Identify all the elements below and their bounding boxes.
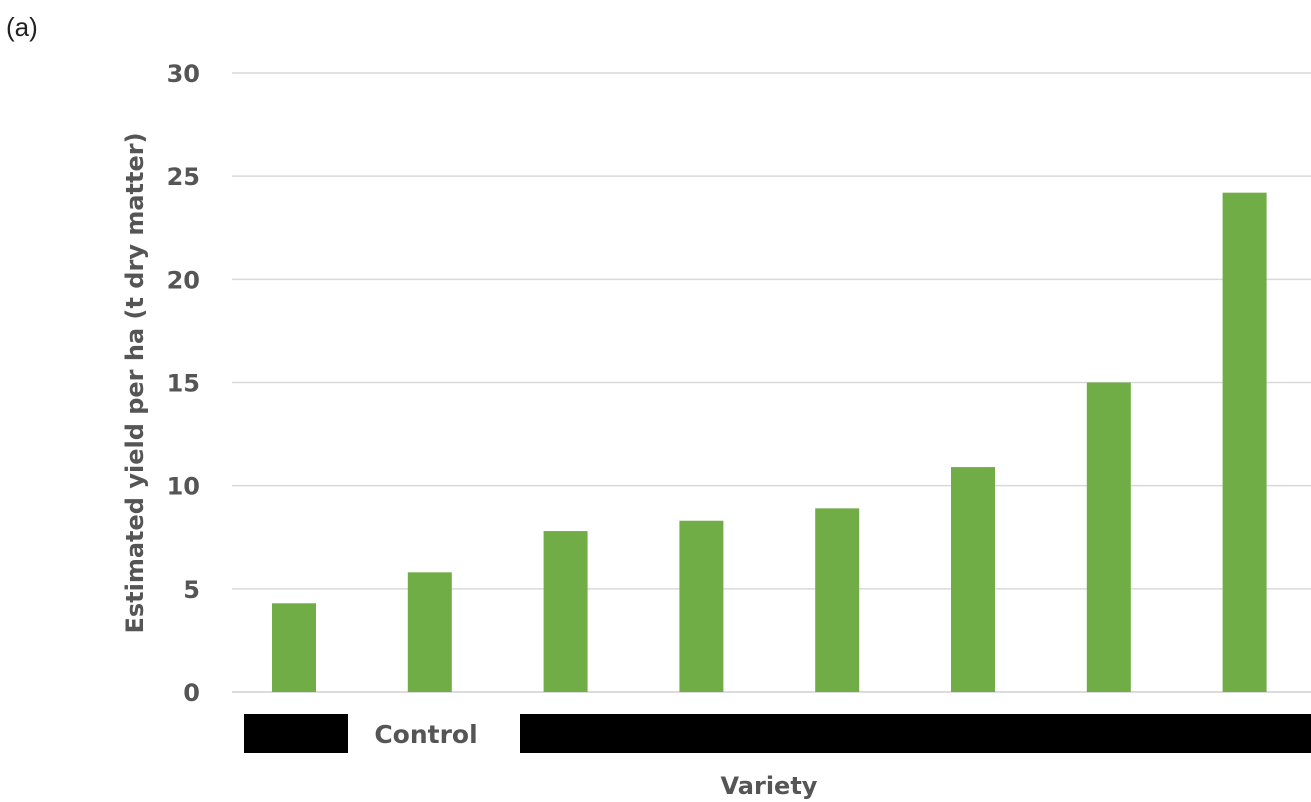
y-tick-label: 5 xyxy=(183,576,200,604)
y-axis-ticks: 0 5 10 15 20 25 30 xyxy=(167,60,200,707)
bar-2 xyxy=(407,572,452,692)
gridlines xyxy=(232,72,1311,693)
bar-1 xyxy=(272,603,316,692)
y-tick-label: 20 xyxy=(167,266,200,294)
bar-6 xyxy=(951,467,995,692)
y-axis-title: Estimated yield per ha (t dry matter) xyxy=(121,132,149,633)
x-axis-title: Variety xyxy=(721,772,818,800)
panel-label: (a) xyxy=(6,12,38,42)
category-label-control: Control xyxy=(374,720,477,749)
y-tick-label: 10 xyxy=(167,473,200,501)
bar-3 xyxy=(543,531,588,692)
redacted-category-label-left xyxy=(244,714,348,753)
bar-4 xyxy=(679,520,724,692)
y-tick-label: 30 xyxy=(167,60,200,88)
y-tick-label: 0 xyxy=(183,679,200,707)
bar-5 xyxy=(815,508,860,692)
y-tick-label: 15 xyxy=(167,370,200,398)
y-tick-label: 25 xyxy=(167,163,200,191)
redacted-category-label-right xyxy=(520,714,1311,753)
bar-7 xyxy=(1086,382,1131,692)
bars xyxy=(272,192,1267,692)
bar-8 xyxy=(1222,192,1267,692)
